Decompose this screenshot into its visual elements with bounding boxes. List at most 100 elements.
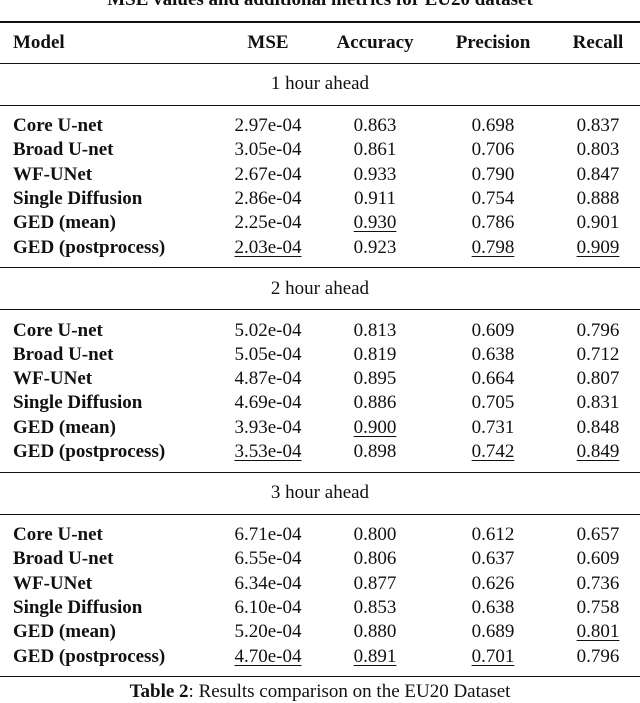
row-label: Core U-net — [13, 115, 103, 136]
section-heading: 3 hour ahead — [270, 482, 370, 503]
table-title: MSE values and additional metrics for EU… — [107, 0, 533, 11]
cell: 4.70e-04 — [234, 645, 302, 667]
cell: 0.933 — [353, 163, 397, 185]
row-label: WF-UNet — [13, 368, 93, 390]
row-label: WF-UNet — [13, 163, 93, 185]
cell: 0.706 — [471, 139, 515, 161]
cell: 6.55e-04 — [234, 548, 302, 570]
cell: 4.87e-04 — [234, 368, 302, 390]
row-label: GED (postprocess) — [13, 645, 166, 667]
cell: 0.801 — [576, 621, 620, 643]
cell: 0.798 — [471, 236, 515, 258]
cell: 0.786 — [471, 212, 515, 234]
caption-text: : Results comparison on the EU20 Dataset — [188, 681, 511, 702]
cell: 0.626 — [471, 572, 515, 594]
rule — [0, 513, 640, 515]
cell: 0.847 — [576, 163, 620, 185]
caption-label: Table 2 — [129, 681, 189, 702]
cell: 2.03e-04 — [234, 236, 302, 258]
row-label: GED (mean) — [13, 212, 116, 234]
rule — [0, 21, 640, 23]
row-label: WF-UNet — [13, 572, 93, 594]
cell: 0.712 — [576, 343, 620, 365]
cell: 0.612 — [471, 524, 515, 545]
cell: 0.888 — [576, 187, 620, 209]
cell: 0.698 — [471, 115, 515, 136]
cell: 0.731 — [471, 416, 515, 438]
cell: 6.34e-04 — [234, 572, 302, 594]
cell: 0.796 — [576, 319, 620, 341]
cell: 0.742 — [471, 441, 515, 462]
cell: 2.67e-04 — [234, 163, 302, 185]
rule — [0, 104, 640, 106]
cell: 0.898 — [353, 441, 397, 462]
rule — [0, 62, 640, 64]
cell: 6.71e-04 — [234, 524, 302, 545]
row-label: GED (postprocess) — [13, 236, 166, 258]
cell: 3.05e-04 — [234, 139, 302, 161]
cell: 0.901 — [576, 212, 620, 234]
cell: 0.930 — [353, 212, 397, 234]
cell: 0.895 — [353, 368, 397, 390]
cell: 0.813 — [353, 319, 397, 341]
cell: 0.900 — [353, 416, 397, 438]
cell: 0.806 — [353, 548, 397, 570]
rule — [0, 471, 640, 473]
cell: 0.803 — [576, 139, 620, 161]
cell: 0.664 — [471, 368, 515, 390]
column-header: Accuracy — [336, 32, 414, 53]
cell: 0.861 — [353, 139, 397, 161]
cell: 0.689 — [471, 621, 515, 643]
section-heading: 1 hour ahead — [270, 73, 370, 94]
cell: 2.25e-04 — [234, 212, 302, 234]
cell: 3.93e-04 — [234, 416, 302, 438]
cell: 0.853 — [353, 596, 397, 618]
row-label: Core U-net — [13, 319, 103, 341]
row-label: Single Diffusion — [13, 392, 143, 414]
cell: 0.736 — [576, 572, 620, 594]
rule — [0, 675, 640, 678]
cell: 5.20e-04 — [234, 621, 302, 643]
cell: 0.891 — [353, 645, 397, 667]
cell: 0.831 — [576, 392, 620, 414]
cell: 0.848 — [576, 416, 620, 438]
cell: 0.705 — [471, 392, 515, 414]
cell: 0.701 — [471, 645, 515, 667]
cell: 3.53e-04 — [234, 441, 302, 462]
cell: 0.609 — [576, 548, 620, 570]
rule — [0, 267, 640, 268]
row-label: GED (mean) — [13, 621, 116, 643]
row-label: Broad U-net — [13, 343, 114, 365]
row-label: GED (mean) — [13, 416, 116, 438]
section-heading: 2 hour ahead — [270, 277, 370, 299]
cell: 5.02e-04 — [234, 319, 302, 341]
column-header: Model — [13, 32, 65, 53]
cell: 0.657 — [576, 524, 620, 545]
cell: 0.790 — [471, 163, 515, 185]
cell: 0.758 — [576, 596, 620, 618]
rule — [0, 309, 640, 310]
row-label: Single Diffusion — [13, 596, 143, 618]
column-header: Precision — [455, 32, 531, 53]
cell: 4.69e-04 — [234, 392, 302, 414]
cell: 0.911 — [353, 187, 397, 209]
cell: 0.877 — [353, 572, 397, 594]
caption: Table 2: Results comparison on the EU20 … — [130, 681, 511, 703]
cell: 0.800 — [353, 524, 397, 545]
cell: 0.923 — [353, 236, 397, 258]
cell: 5.05e-04 — [234, 343, 302, 365]
cell: 0.638 — [471, 343, 515, 365]
row-label: Single Diffusion — [13, 187, 143, 209]
cell: 0.819 — [353, 343, 397, 365]
row-label: Core U-net — [13, 524, 103, 545]
column-header: Recall — [572, 32, 624, 53]
cell: 0.837 — [576, 115, 620, 136]
cell: 6.10e-04 — [234, 596, 302, 618]
cell: 0.909 — [576, 236, 620, 258]
cell: 2.86e-04 — [234, 187, 302, 209]
cell: 0.880 — [353, 621, 397, 643]
cell: 0.849 — [576, 441, 620, 462]
cell: 0.638 — [471, 596, 515, 618]
row-label: Broad U-net — [13, 139, 114, 161]
